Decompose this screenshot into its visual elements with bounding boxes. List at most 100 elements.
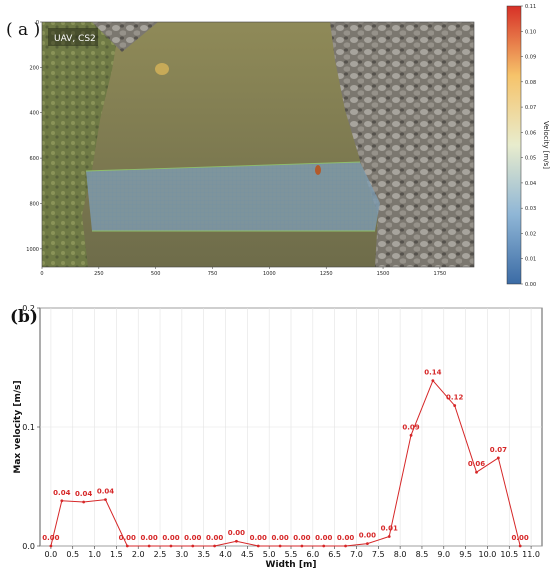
data-label: 0.00 [512,534,529,542]
velocity-mesh [86,162,380,231]
image-y-tick-label: 800 [29,201,39,207]
image-ticks: 0 250 500 750 1000 1250 1500 1750 0 200 400 600 800 1… [26,20,446,277]
data-label: 0.04 [75,490,92,498]
colorbar-tick-label: 0.00 [525,282,536,288]
x-tick-label: 4.5 [241,550,254,559]
x-tick-label: 11.0 [522,550,540,559]
colorbar-tick-label: 0.02 [525,231,536,237]
x-tick-label: 7.5 [372,550,385,559]
grid [40,307,542,547]
x-tick-label: 6.0 [306,550,319,559]
data-point [235,539,238,543]
data-label: 0.09 [402,423,419,431]
data-label: 0.00 [162,534,179,542]
x-tick-label: 7.0 [350,550,363,559]
colorbar-tick-label: 0.11 [525,4,536,10]
uav-image-panel: UAV, CS2 0 250 500 750 1000 1250 1500 1750 0 200 4… [26,20,475,277]
data-label: 0.14 [424,369,441,377]
series-points [49,379,522,548]
data-point [278,544,282,548]
x-tick-label: 5.0 [263,550,276,559]
band-edge-top [85,161,361,172]
data-label: 0.00 [293,534,310,542]
data-label: 0.00 [228,529,245,537]
data-point [496,456,500,460]
data-label: 0.00 [140,534,157,542]
x-tick-label: 0.0 [45,550,58,559]
chart-ticks: 0.0 0.5 1.0 1.5 2.0 2.5 3.0 3.5 4.0 4.5 5.0 5.5 6.0 6… [22,304,540,559]
data-point [256,544,260,548]
image-x-tick-label: 1500 [377,271,390,277]
x-tick-label: 3.0 [176,550,189,559]
image-x-tick-label: 1750 [434,271,447,277]
colorbar-gradient [506,5,522,285]
data-point [49,544,53,548]
data-label: 0.01 [381,524,398,532]
data-point [453,404,457,407]
data-label: 0.00 [184,534,201,542]
y-axis-label: Max velocity [m/s] [13,380,23,473]
top-left-rocks [92,22,158,52]
x-tick-label: 10.5 [500,550,518,559]
colorbar-tick-label: 0.07 [525,105,536,111]
image-x-tick-label: 250 [94,271,104,277]
image-x-tick-label: 500 [151,271,161,277]
x-tick-label: 2.5 [154,550,167,559]
data-label: 0.12 [446,394,463,402]
x-axis-label: Width [m] [266,560,317,570]
data-label: 0.04 [97,488,114,496]
image-x-tick-label: 0 [40,271,43,277]
colorbar-tick-label: 0.05 [525,156,536,162]
colorbar-tick-label: 0.04 [525,181,536,187]
colorbar-tick-label: 0.09 [525,55,536,61]
x-tick-label: 8.0 [394,550,407,559]
panel-b-label: (b) [10,307,38,327]
x-tick-label: 0.5 [66,550,79,559]
image-x-tick-label: 1250 [320,271,333,277]
data-point [147,544,151,548]
data-label: 0.00 [337,534,354,542]
y-tick-label: 0.1 [22,423,35,432]
data-label: 0.00 [250,534,267,542]
image-y-tick-label: 400 [29,111,39,117]
floating-object [155,63,169,75]
x-tick-label: 6.5 [328,550,341,559]
velocity-profile-chart: 0.0 0.5 1.0 1.5 2.0 2.5 3.0 3.5 4.0 4.5 5.0 5.5 6.0 6… [13,304,543,570]
inset-text: UAV, CS2 [54,34,96,44]
data-label: 0.00 [315,534,332,542]
image-y-tick-label: 1000 [26,247,39,253]
colorbar-tick-label: 0.08 [525,80,536,86]
data-label: 0.00 [359,532,376,540]
data-point [409,433,413,437]
panel-a-label: ( a ) [6,20,41,40]
image-x-tick-label: 1000 [263,271,276,277]
y-tick-label: 0.0 [22,542,35,551]
data-label: 0.00 [271,534,288,542]
data-label: 0.04 [53,489,70,497]
left-bank [42,22,120,267]
y-tick-label: 0.2 [22,304,35,313]
image-frame [41,21,475,268]
x-tick-label: 1.0 [88,550,101,559]
x-tick-label: 1.5 [110,550,123,559]
data-point [475,470,478,474]
data-point [169,544,173,548]
x-tick-label: 5.5 [285,550,298,559]
colorbar-ticks: 0.00 0.01 0.02 0.03 0.04 0.05 0.06 0.07 0.08 0.09… [521,4,536,288]
data-label: 0.07 [490,446,507,454]
data-point [344,544,347,548]
data-point [387,535,391,538]
colorbar-tick-label: 0.10 [525,29,536,35]
data-point [191,544,195,548]
data-label: 0.00 [206,534,223,542]
data-point [104,498,107,501]
x-tick-label: 3.5 [197,550,210,559]
x-tick-label: 4.0 [219,550,232,559]
data-point [213,544,217,548]
data-point [300,544,304,548]
data-point [60,499,64,503]
data-labels: 0.00 0.04 0.04 0.04 0.00 0.00 0.00 0.00 0.00 0.00… [42,369,529,542]
x-tick-label: 8.5 [416,550,429,559]
colorbar: 0.00 0.01 0.02 0.03 0.04 0.05 0.06 0.07 0.08 0.09… [506,4,550,288]
